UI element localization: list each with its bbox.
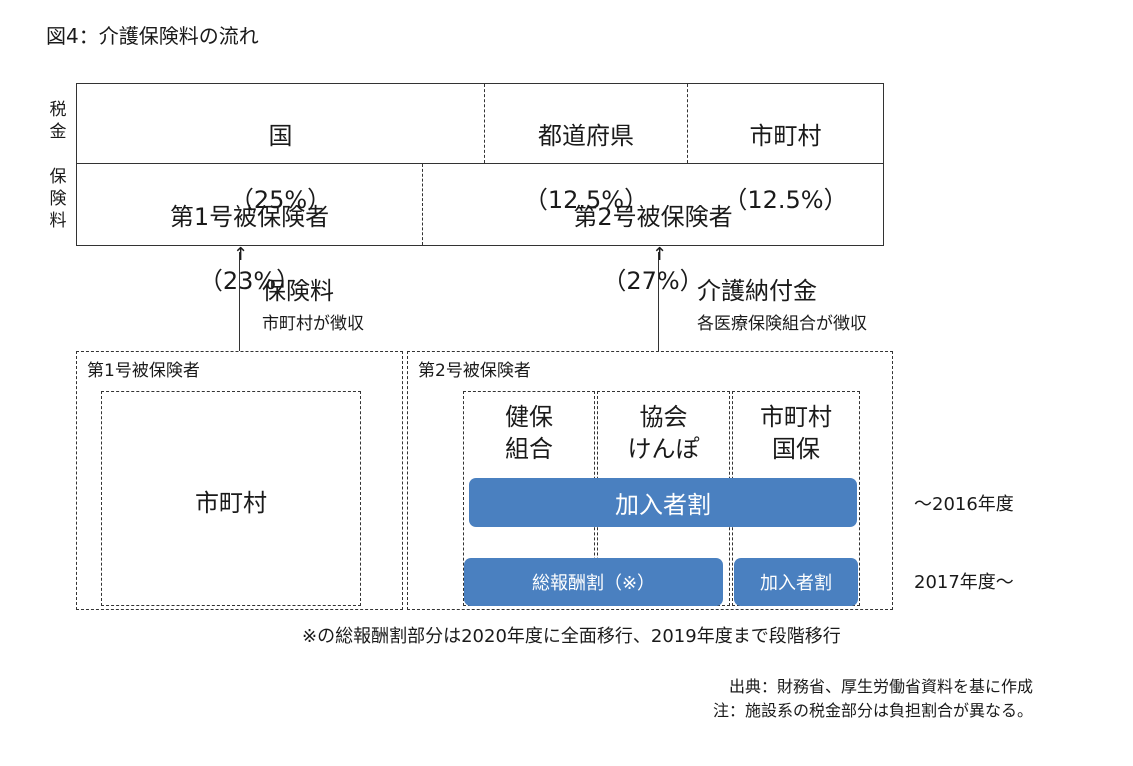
premium-side-label: 保 険 料 (49, 167, 67, 231)
flow-left-title: 保険料 (262, 277, 334, 305)
group-insured2-title: 第2号被保険者 (418, 361, 531, 381)
bar-per-member-from-2017-label: 加入者割 (760, 573, 832, 594)
bar-per-member-until-2016-label: 加入者割 (615, 491, 711, 519)
insurer-kenpo-label: 健保 組合 (505, 403, 553, 463)
bar-per-member-until-2016: 加入者割 (469, 478, 857, 527)
insurer-kokuho-label: 市町村 国保 (760, 403, 832, 463)
funding-table (76, 83, 884, 246)
bar-total-pay-from-2017: 総報酬割（※） (464, 558, 723, 606)
group-insured1 (76, 351, 403, 610)
national-name: 国 (268, 122, 293, 150)
cell-municipal: 市町村 （12.5%） (688, 88, 883, 248)
national-pct: （25%） (229, 186, 332, 214)
bar-per-member-from-2017: 加入者割 (734, 558, 858, 606)
cell-national: 国 （25%） (77, 88, 484, 248)
year-label-from-2017: 2017年度～ (914, 572, 1014, 593)
bar-total-pay-label: 総報酬割（※） (531, 573, 656, 594)
source-note: 出典：財務省、厚生労働省資料を基に作成 (728, 677, 1033, 696)
group-insured2 (407, 351, 893, 610)
year-label-until-2016: ～2016年度 (914, 494, 1014, 515)
group-insured1-inner (101, 391, 361, 606)
cell-insured2: 第2号被保険者 （27%） (423, 169, 883, 329)
municipal-name: 市町村 (749, 122, 822, 150)
figure-title: 図4：介護保険料の流れ (46, 24, 259, 48)
cell-prefecture: 都道府県 （12.5%） (485, 88, 687, 248)
flow-right-sub: 各医療保険組合が徴収 (697, 314, 867, 334)
prefecture-name: 都道府県 (538, 122, 634, 150)
prefecture-pct: （12.5%） (523, 186, 649, 214)
arrow-care-payment (658, 252, 659, 351)
divider-national-prefecture (484, 84, 485, 163)
flow-right-title: 介護納付金 (697, 277, 817, 305)
insured2-name: 第2号被保険者 (573, 203, 733, 231)
footnote-transition: ※の総報酬割部分は2020年度に全面移行、2019年度まで段階移行 (302, 626, 841, 647)
insured2-pct: （27%） (602, 267, 704, 295)
cell-insured1: 第1号被保険者 （23%） (77, 169, 422, 329)
arrow-premium (239, 252, 240, 351)
arrow-up-icon: ↑ (233, 244, 249, 265)
tax-side-label: 税 金 (49, 100, 67, 142)
funding-row-divider (76, 163, 884, 164)
arrow-up-icon: ↑ (652, 244, 668, 265)
insured1-name: 第1号被保険者 (169, 203, 330, 231)
caveat-note: 注：施設系の税金部分は負担割合が異なる。 (712, 701, 1033, 720)
divider-prefecture-municipal (687, 84, 688, 163)
municipal-pct: （12.5%） (723, 186, 848, 214)
divider-insured1-insured2 (422, 164, 423, 245)
insured1-pct: （23%） (198, 267, 301, 295)
insurer-kyokai-label: 協会 けんぽ (627, 403, 700, 463)
group-insured1-municipal: 市町村 (195, 489, 267, 517)
group-insured1-title: 第1号被保険者 (87, 361, 200, 381)
flow-left-sub: 市町村が徴収 (262, 314, 364, 334)
